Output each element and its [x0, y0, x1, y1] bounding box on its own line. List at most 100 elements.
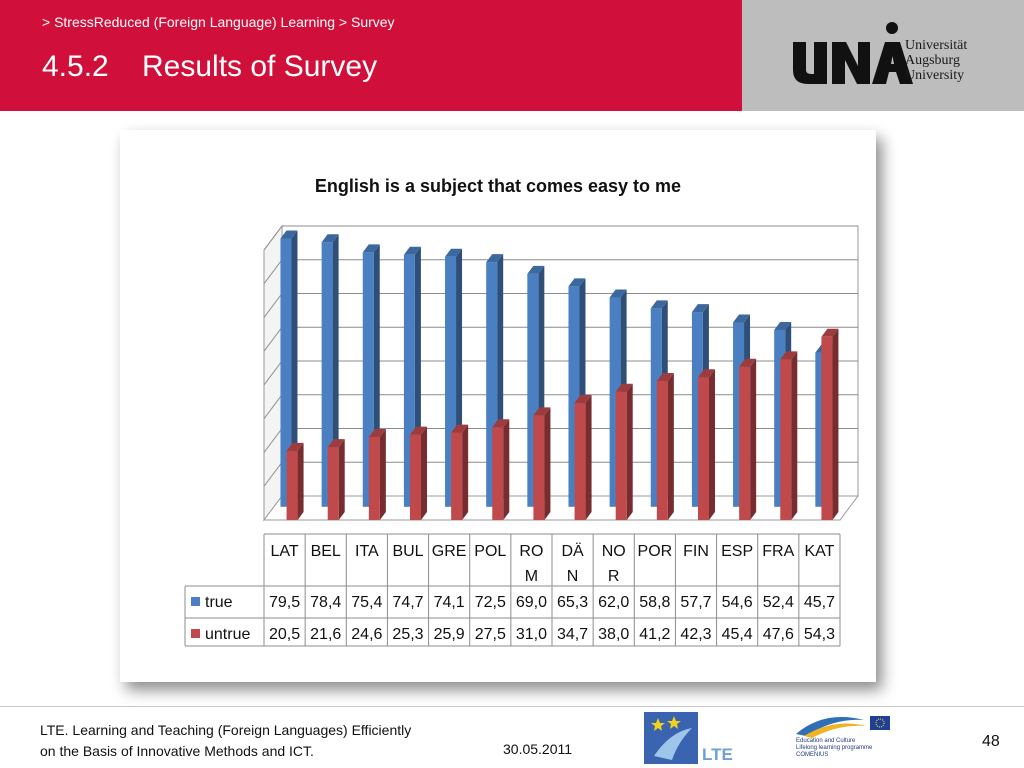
bar-untrue — [698, 377, 709, 520]
bar-top-true — [403, 246, 421, 255]
chart-card: English is a subject that comes easy to … — [120, 130, 876, 682]
bar-top-untrue — [615, 383, 633, 392]
lte-logo-star — [651, 718, 665, 731]
bar-side-true — [291, 230, 298, 507]
comenius-text-line: COMENIUS — [796, 752, 829, 758]
bar-untrue — [327, 447, 339, 520]
bar-top-untrue — [780, 351, 798, 360]
data-label-true: 72,5 — [475, 594, 506, 611]
data-label-untrue: 34,7 — [557, 626, 588, 643]
bar-side-untrue — [379, 428, 386, 520]
bar-side-untrue — [297, 442, 304, 520]
bar-side-true — [332, 234, 339, 507]
title-text: Results of Survey — [142, 50, 378, 83]
data-label-untrue: 21,6 — [310, 626, 341, 643]
bar-untrue — [656, 380, 668, 520]
category-label: ESP — [721, 543, 753, 560]
category-label: DÄ — [561, 542, 584, 560]
eu-flag-icon — [870, 716, 890, 730]
data-label-true: 54,6 — [722, 594, 753, 611]
bar-top-untrue — [698, 369, 715, 378]
bar-true — [362, 252, 374, 507]
bar-untrue — [492, 427, 504, 520]
bar-top-true — [362, 244, 380, 253]
category-label: NO — [602, 543, 626, 560]
bar-untrue — [780, 359, 792, 520]
comenius-swoosh — [804, 723, 866, 738]
data-label-true: 69,0 — [516, 594, 547, 611]
page-title: 4.5.2 Results of Survey — [42, 50, 377, 84]
bar-top-true — [280, 230, 298, 239]
bar-true — [445, 256, 457, 507]
data-label-true: 58,8 — [639, 594, 670, 611]
bar-top-untrue — [739, 358, 757, 367]
category-label: POR — [638, 543, 673, 560]
bar-untrue — [821, 336, 833, 520]
data-label-untrue: 24,6 — [351, 626, 382, 643]
bar-top-untrue — [410, 426, 427, 435]
bar-untrue — [533, 415, 545, 520]
data-label-untrue: 54,3 — [804, 626, 835, 643]
bar-side-untrue — [791, 351, 798, 520]
header-banner — [0, 0, 742, 111]
bar-side-untrue — [544, 407, 551, 520]
data-label-true: 79,5 — [269, 594, 300, 611]
comenius-text-line: Lifelong learning programme — [796, 745, 873, 751]
bar-chart: LAT BEL ITA BUL GRE POL RO M DÄ N NO R POR FIN ESP FRA K… — [184, 224, 859, 647]
bar-side-untrue — [338, 439, 345, 520]
university-logo — [793, 22, 913, 84]
bar-top-untrue — [492, 419, 510, 428]
category-label: N — [567, 568, 579, 585]
data-label-untrue: 25,9 — [434, 626, 465, 643]
eu-flag-star — [875, 718, 885, 728]
bar-top-true — [527, 265, 545, 274]
bar-true — [568, 286, 580, 507]
bar-true — [321, 242, 333, 507]
data-label-untrue: 45,4 — [722, 626, 753, 643]
bar-top-true — [650, 300, 668, 309]
bar-side-untrue — [585, 394, 592, 520]
gridline — [263, 225, 858, 251]
category-label: ITA — [355, 543, 379, 560]
bar-side-untrue — [503, 419, 510, 520]
category-label: RO — [519, 543, 543, 560]
data-label-true: 74,7 — [392, 594, 423, 611]
legend-swatch-untrue — [191, 629, 200, 638]
category-label: LAT — [270, 543, 298, 560]
category-label: FRA — [762, 543, 794, 560]
data-label-true: 65,3 — [557, 594, 588, 611]
data-label-true: 78,4 — [310, 594, 341, 611]
bar-top-true — [774, 321, 792, 330]
breadcrumb: > StressReduced (Foreign Language) Learn… — [42, 14, 395, 30]
data-label-untrue: 41,2 — [639, 626, 670, 643]
legend-label-true: true — [205, 594, 233, 611]
category-label: KAT — [804, 543, 834, 560]
footer-line: on the Basis of Innovative Methods and I… — [40, 743, 314, 759]
page-number: 48 — [982, 733, 1000, 750]
bar-true — [733, 322, 745, 507]
bar-true — [815, 352, 827, 507]
bar-top-untrue — [533, 407, 551, 416]
data-label-untrue: 20,5 — [269, 626, 300, 643]
data-label-true: 62,0 — [598, 594, 629, 611]
bar-top-true — [486, 254, 504, 263]
data-label-untrue: 38,0 — [598, 626, 629, 643]
bar-side-untrue — [709, 369, 715, 520]
data-label-true: 45,7 — [804, 594, 835, 611]
data-label-true: 57,7 — [680, 594, 711, 611]
comenius-logo — [796, 716, 890, 738]
lte-logo-star — [667, 716, 681, 729]
bar-top-untrue — [451, 424, 469, 433]
bar-untrue — [739, 366, 751, 520]
category-label: BUL — [392, 543, 423, 560]
chart-floor — [263, 495, 859, 521]
bar-true — [527, 273, 539, 507]
bar-top-untrue — [368, 428, 386, 437]
footer-divider — [0, 706, 1024, 707]
section-number: 4.5.2 — [42, 50, 109, 83]
bar-side-untrue — [750, 358, 757, 520]
bar-top-true — [609, 289, 627, 298]
university-name: Universität Augsburg University — [905, 38, 967, 83]
comenius-text: Education and Culture Lifelong learning … — [796, 738, 872, 759]
bar-top-untrue — [821, 328, 839, 337]
